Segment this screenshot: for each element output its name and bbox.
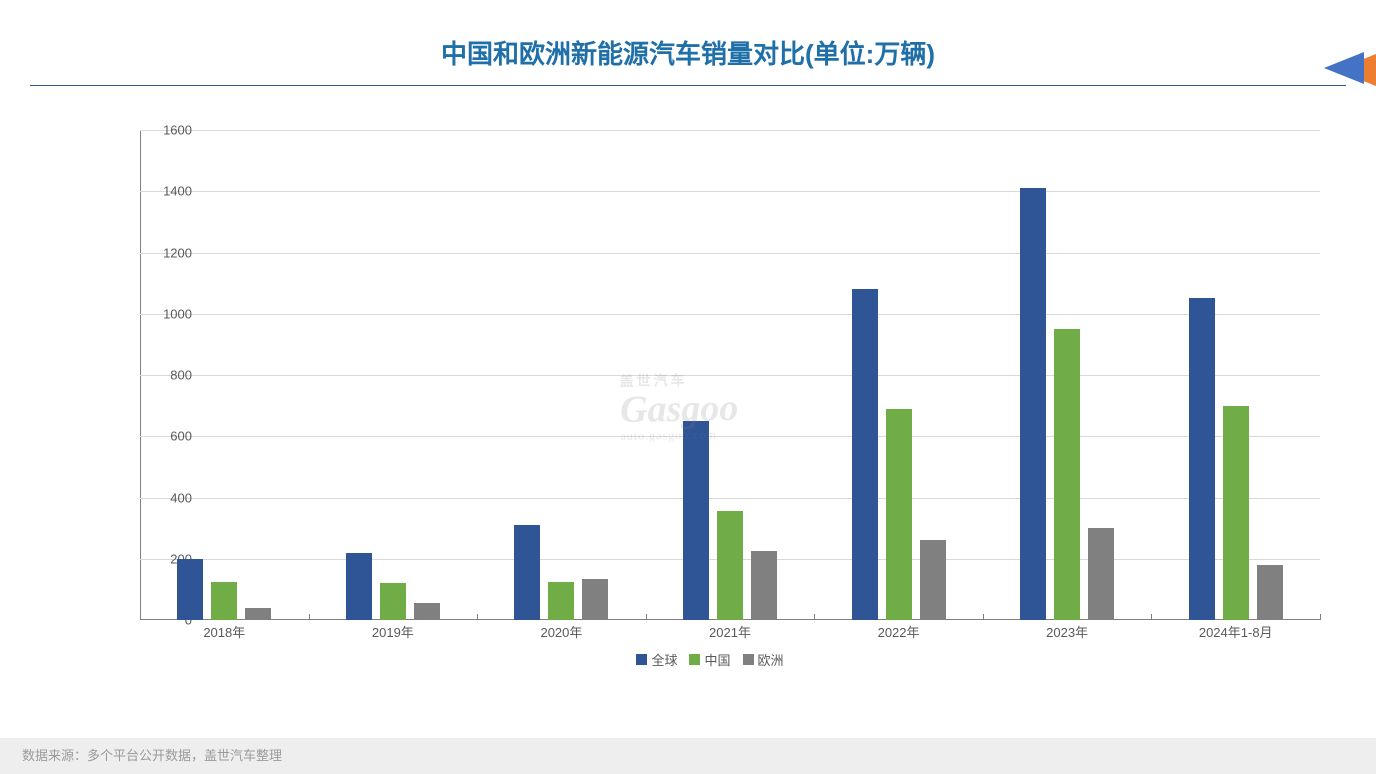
- bar: [1020, 188, 1046, 620]
- gridline: [140, 130, 1320, 131]
- bar: [245, 608, 271, 620]
- bar: [683, 421, 709, 620]
- chart-container: 02004006008001000120014001600 全球中国欧洲 盖世汽…: [80, 120, 1340, 680]
- x-tick: [1151, 614, 1153, 620]
- legend-swatch: [689, 654, 700, 665]
- y-tick-label: 800: [142, 368, 192, 383]
- x-tick: [140, 614, 142, 620]
- x-tick-label: 2019年: [372, 622, 414, 641]
- legend-label: 中国: [704, 653, 730, 668]
- bar: [717, 511, 743, 620]
- bar: [1088, 528, 1114, 620]
- x-tick-label: 2024年1-8月: [1199, 622, 1273, 641]
- y-tick-label: 600: [142, 429, 192, 444]
- x-tick: [309, 614, 311, 620]
- title-underline: [30, 85, 1346, 86]
- gridline: [140, 498, 1320, 499]
- legend-item: 中国: [689, 650, 730, 669]
- corner-triangle-blue: [1324, 52, 1364, 84]
- bar: [380, 583, 406, 620]
- bar: [414, 603, 440, 620]
- y-tick-label: 1400: [142, 184, 192, 199]
- bar: [886, 409, 912, 620]
- footer-source: 数据来源：多个平台公开数据，盖世汽车整理: [0, 738, 1376, 774]
- x-tick-label: 2021年: [709, 622, 751, 641]
- legend-swatch: [636, 654, 647, 665]
- bar: [920, 540, 946, 620]
- x-tick-label: 2022年: [878, 622, 920, 641]
- y-tick-label: 1000: [142, 306, 192, 321]
- bar: [548, 582, 574, 620]
- gridline: [140, 253, 1320, 254]
- bar: [177, 559, 203, 620]
- legend-label: 全球: [651, 653, 677, 668]
- bar: [582, 579, 608, 620]
- bar: [1054, 329, 1080, 620]
- x-tick: [646, 614, 648, 620]
- bar: [751, 551, 777, 620]
- legend-item: 欧洲: [743, 650, 784, 669]
- y-tick-label: 1600: [142, 123, 192, 138]
- plot-area: 02004006008001000120014001600: [140, 130, 1320, 620]
- x-tick: [814, 614, 816, 620]
- bar: [346, 553, 372, 620]
- gridline: [140, 191, 1320, 192]
- x-tick: [983, 614, 985, 620]
- corner-triangles-icon: [1316, 46, 1376, 96]
- gridline: [140, 375, 1320, 376]
- bar: [1223, 406, 1249, 620]
- legend: 全球 中国 欧洲: [80, 650, 1340, 669]
- x-tick: [1320, 614, 1322, 620]
- corner-decoration: [1316, 46, 1376, 101]
- gridline: [140, 314, 1320, 315]
- legend-swatch: [743, 654, 754, 665]
- bar: [211, 582, 237, 620]
- legend-label: 欧洲: [758, 653, 784, 668]
- bar: [1257, 565, 1283, 620]
- chart-title: 中国和欧洲新能源汽车销量对比(单位:万辆): [0, 0, 1376, 71]
- bar: [514, 525, 540, 620]
- bar: [1189, 298, 1215, 620]
- x-tick: [477, 614, 479, 620]
- x-tick-label: 2020年: [540, 622, 582, 641]
- gridline: [140, 436, 1320, 437]
- legend-item: 全球: [636, 650, 677, 669]
- x-tick-label: 2023年: [1046, 622, 1088, 641]
- x-tick-label: 2018年: [203, 622, 245, 641]
- y-tick-label: 1200: [142, 245, 192, 260]
- bar: [852, 289, 878, 620]
- page-root: 中国和欧洲新能源汽车销量对比(单位:万辆) 020040060080010001…: [0, 0, 1376, 774]
- y-tick-label: 400: [142, 490, 192, 505]
